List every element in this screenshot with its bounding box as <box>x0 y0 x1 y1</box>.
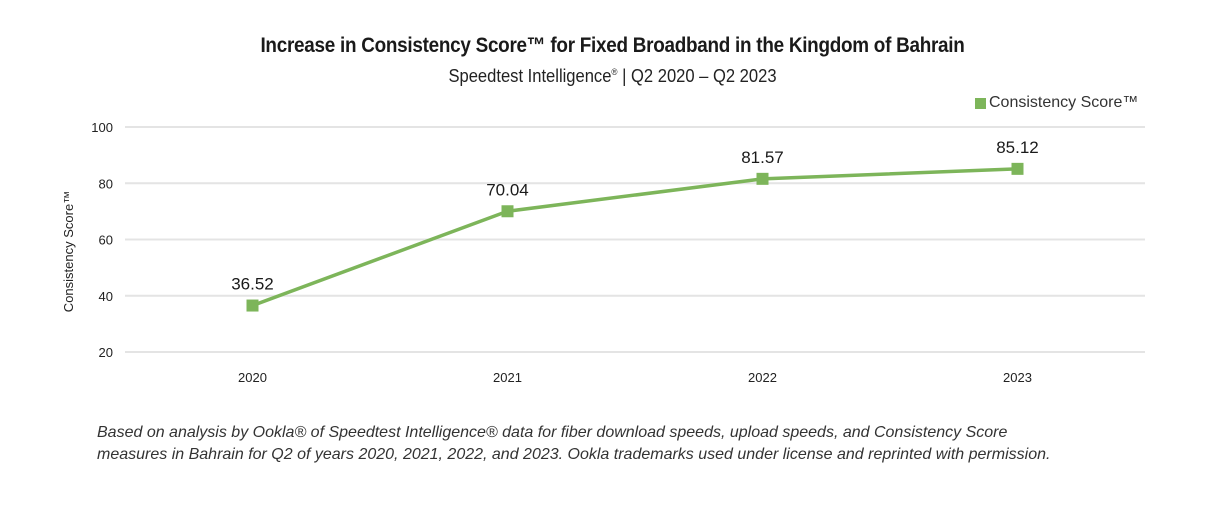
gridlines <box>125 126 1145 353</box>
chart-title: Increase in Consistency Score™ for Fixed… <box>260 34 965 57</box>
data-label: 70.04 <box>486 180 529 199</box>
data-point-marker <box>246 299 259 312</box>
subtitle-period: | Q2 2020 – Q2 2023 <box>617 66 777 86</box>
data-point-marker <box>1011 162 1024 175</box>
footnote: Based on analysis by Ookla® of Speedtest… <box>97 422 1157 466</box>
data-label: 36.52 <box>231 275 274 294</box>
x-tick-label: 2020 <box>238 370 267 385</box>
chart-subtitle: Speedtest Intelligence® | Q2 2020 – Q2 2… <box>49 66 1176 87</box>
data-label: 81.57 <box>741 148 784 167</box>
y-axis-label: Consistency Score™ <box>61 191 76 312</box>
y-axis-ticks: 20 40 60 80 100 <box>91 120 113 360</box>
line-chart: 20 40 60 80 100 2020 2021 2022 2023 Consistency… <box>61 120 1145 385</box>
subtitle-source: Speedtest Intelligence <box>448 66 612 86</box>
registered-mark: ® <box>611 67 618 77</box>
x-tick-label: 2023 <box>1003 370 1032 385</box>
data-point-marker <box>756 172 769 185</box>
footnote-line-2: measures in Bahrain for Q2 of years 2020… <box>97 446 1051 463</box>
legend: Consistency Score™ <box>975 94 1138 112</box>
x-tick-label: 2021 <box>493 370 522 385</box>
y-tick-label: 20 <box>99 345 113 360</box>
legend-label: Consistency Score™ <box>989 94 1139 111</box>
x-tick-label: 2022 <box>748 370 777 385</box>
series-consistency-score <box>246 162 1024 312</box>
data-labels: 36.52 70.04 81.57 85.12 <box>231 138 1039 294</box>
data-point-marker <box>501 205 514 218</box>
y-tick-label: 40 <box>99 289 113 304</box>
x-axis-ticks: 2020 2021 2022 2023 <box>238 370 1032 385</box>
y-tick-label: 60 <box>99 233 113 248</box>
y-tick-label: 100 <box>91 120 113 135</box>
y-tick-label: 80 <box>99 176 113 191</box>
data-label: 85.12 <box>996 138 1039 157</box>
legend-swatch-icon <box>975 97 986 109</box>
series-line <box>251 167 1018 308</box>
footnote-line-1: Based on analysis by Ookla® of Speedtest… <box>97 424 1008 441</box>
